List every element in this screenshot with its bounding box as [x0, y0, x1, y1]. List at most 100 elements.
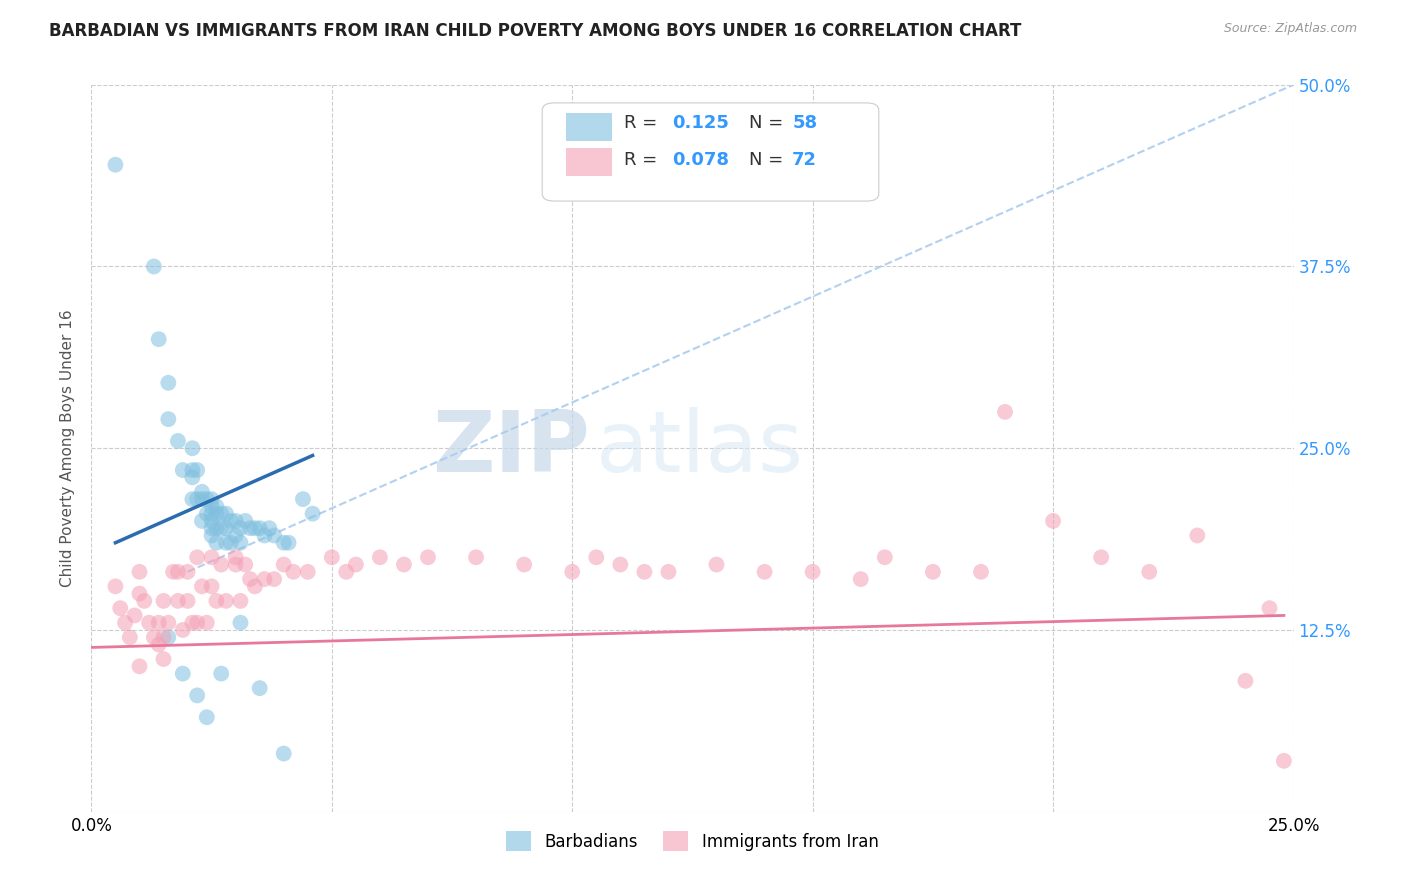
Point — [148, 332, 170, 346]
Point — [128, 659, 150, 673]
Point — [229, 615, 252, 630]
Point — [273, 535, 295, 549]
Point — [239, 572, 262, 586]
Point — [104, 158, 127, 172]
Point — [181, 442, 204, 455]
Point — [205, 521, 228, 535]
Point — [128, 587, 150, 601]
Legend: Barbadians, Immigrants from Iran: Barbadians, Immigrants from Iran — [499, 824, 886, 858]
Point — [205, 594, 228, 608]
Point — [225, 514, 247, 528]
Point — [263, 572, 285, 586]
Point — [157, 376, 180, 390]
Point — [176, 594, 198, 608]
Point — [609, 558, 631, 572]
Point — [922, 565, 945, 579]
Point — [181, 470, 204, 484]
Point — [706, 558, 728, 572]
Point — [195, 492, 218, 507]
Point — [215, 535, 238, 549]
Point — [416, 550, 439, 565]
Point — [176, 565, 198, 579]
Text: BARBADIAN VS IMMIGRANTS FROM IRAN CHILD POVERTY AMONG BOYS UNDER 16 CORRELATION : BARBADIAN VS IMMIGRANTS FROM IRAN CHILD … — [49, 22, 1022, 40]
Point — [229, 521, 252, 535]
Point — [157, 615, 180, 630]
Point — [209, 507, 232, 521]
Point — [297, 565, 319, 579]
Point — [243, 521, 266, 535]
Point — [186, 492, 208, 507]
Point — [142, 260, 165, 274]
Point — [249, 521, 271, 535]
Point — [152, 652, 174, 666]
Point — [970, 565, 993, 579]
Point — [205, 500, 228, 514]
Point — [172, 623, 194, 637]
Point — [291, 492, 314, 507]
Text: 72: 72 — [792, 151, 817, 169]
Point — [205, 535, 228, 549]
Point — [239, 521, 262, 535]
Point — [191, 484, 214, 499]
Point — [181, 463, 204, 477]
Point — [167, 565, 190, 579]
Point — [157, 630, 180, 644]
Point — [167, 594, 190, 608]
Point — [335, 565, 357, 579]
Point — [205, 507, 228, 521]
Point — [253, 572, 276, 586]
Text: N =: N = — [749, 151, 789, 169]
Point — [181, 615, 204, 630]
Point — [201, 514, 224, 528]
Point — [233, 514, 256, 528]
FancyBboxPatch shape — [567, 148, 612, 176]
Point — [201, 492, 224, 507]
Point — [209, 666, 232, 681]
Point — [191, 492, 214, 507]
Point — [321, 550, 343, 565]
Text: ZIP: ZIP — [433, 407, 591, 490]
Point — [201, 528, 224, 542]
Text: N =: N = — [749, 114, 789, 132]
Text: atlas: atlas — [596, 407, 804, 490]
Point — [229, 535, 252, 549]
Point — [118, 630, 141, 644]
Point — [215, 594, 238, 608]
Point — [273, 558, 295, 572]
Text: 58: 58 — [792, 114, 817, 132]
Point — [191, 579, 214, 593]
Point — [873, 550, 896, 565]
Point — [233, 558, 256, 572]
Point — [186, 463, 208, 477]
Point — [513, 558, 536, 572]
Point — [1042, 514, 1064, 528]
Y-axis label: Child Poverty Among Boys Under 16: Child Poverty Among Boys Under 16 — [60, 310, 76, 587]
Point — [201, 550, 224, 565]
Point — [801, 565, 824, 579]
FancyBboxPatch shape — [567, 113, 612, 141]
Point — [465, 550, 488, 565]
Point — [148, 615, 170, 630]
Point — [633, 565, 655, 579]
Point — [138, 615, 160, 630]
Point — [215, 521, 238, 535]
FancyBboxPatch shape — [543, 103, 879, 201]
Point — [283, 565, 305, 579]
Point — [128, 565, 150, 579]
Point — [225, 528, 247, 542]
Point — [273, 747, 295, 761]
Text: R =: R = — [624, 114, 664, 132]
Text: Source: ZipAtlas.com: Source: ZipAtlas.com — [1223, 22, 1357, 36]
Point — [195, 507, 218, 521]
Point — [201, 507, 224, 521]
Point — [209, 558, 232, 572]
Point — [124, 608, 146, 623]
Point — [142, 630, 165, 644]
Point — [215, 507, 238, 521]
Point — [225, 558, 247, 572]
Point — [1187, 528, 1209, 542]
Point — [657, 565, 679, 579]
Point — [1272, 754, 1295, 768]
Point — [849, 572, 872, 586]
Point — [259, 521, 281, 535]
